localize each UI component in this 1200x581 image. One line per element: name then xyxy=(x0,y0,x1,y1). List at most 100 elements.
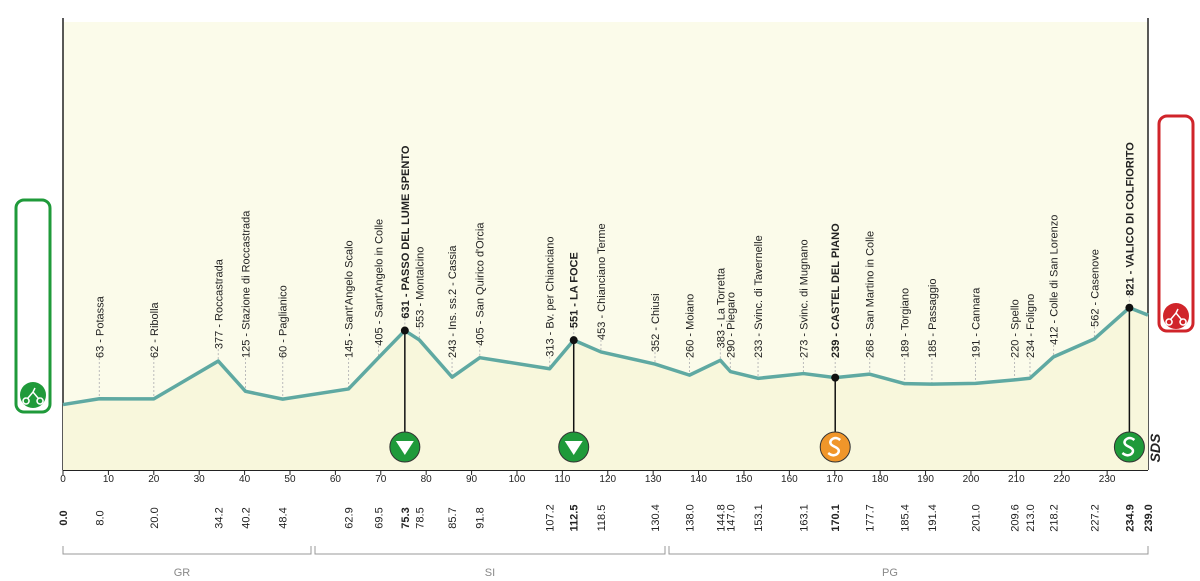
bike-icon xyxy=(1165,308,1187,326)
waypoint-label: 405 - Sant'Angelo in Colle xyxy=(374,219,386,346)
km-label: 191.4 xyxy=(927,504,939,532)
km-label: 227.2 xyxy=(1089,504,1101,532)
start-icon xyxy=(20,382,46,408)
x-tick-label: 210 xyxy=(1008,474,1025,485)
km-label: 20.0 xyxy=(149,507,161,528)
km-label: 138.0 xyxy=(684,504,696,532)
km-label: 85.7 xyxy=(447,507,459,528)
waypoint-label: 290 - Piegaro xyxy=(725,292,737,358)
x-tick-label: 40 xyxy=(239,474,251,485)
waypoint-label: 405 - San Quirico d'Orcia xyxy=(475,222,487,346)
km-label: 118.5 xyxy=(596,505,608,532)
km-label: 153.1 xyxy=(753,504,765,532)
km-label: 40.2 xyxy=(240,507,252,528)
waypoint-dot xyxy=(831,373,840,382)
km-label: 8.0 xyxy=(94,510,106,525)
x-tick-label: 200 xyxy=(963,474,980,485)
waypoint-label: 63 - Potassa xyxy=(94,295,106,358)
waypoint-label: 125 - Stazione di Roccastrada xyxy=(240,210,252,358)
start-box xyxy=(14,198,52,414)
waypoint-label: 562 - Casenove xyxy=(1089,249,1101,327)
waypoint-label: 191 - Cannara xyxy=(970,287,982,358)
waypoint-label: 220 - Spello xyxy=(1010,299,1022,358)
profile-line xyxy=(62,305,1149,407)
km-label: 69.5 xyxy=(374,507,386,528)
km-label: 239.0 xyxy=(1143,504,1155,532)
waypoint-label: 189 - Torgiano xyxy=(900,288,912,358)
x-tick-label: 50 xyxy=(284,474,296,485)
x-tick-label: 100 xyxy=(509,474,526,485)
waypoint-label: 233 - Svinc. di Tavernelle xyxy=(753,235,765,358)
waypoint-label: 62 - Ribolla xyxy=(149,301,161,358)
waypoint-label: 313 - Bv. per Chianciano xyxy=(545,236,557,356)
waypoint-label: 821 - VALICO DI COLFIORITO xyxy=(1124,142,1136,296)
waypoint-label: 260 - Moiano xyxy=(684,294,696,358)
x-tick-label: 30 xyxy=(194,474,206,485)
waypoint-label: 453 - Chianciano Terme xyxy=(596,223,608,340)
km-label: 34.2 xyxy=(213,507,225,528)
bike-icon xyxy=(22,387,44,405)
x-tick-label: 220 xyxy=(1053,474,1070,485)
waypoint-dot xyxy=(569,336,578,345)
waypoint-label: 60 - Paglianico xyxy=(278,285,290,358)
waypoint-dot xyxy=(1125,303,1134,312)
km-label: 107.2 xyxy=(545,504,557,532)
x-tick-label: 80 xyxy=(421,474,433,485)
x-tick-label: 230 xyxy=(1099,474,1116,485)
x-tick-label: 110 xyxy=(554,474,570,485)
waypoint-label: 239 - CASTEL DEL PIANO xyxy=(830,223,842,358)
km-label: 218.2 xyxy=(1049,504,1061,532)
x-tick-label: 20 xyxy=(148,474,160,485)
km-label: 234.9 xyxy=(1124,504,1136,532)
x-tick-label: 160 xyxy=(781,474,798,485)
x-tick-label: 70 xyxy=(375,474,387,485)
km-label: 147.0 xyxy=(725,504,737,532)
x-tick-label: 130 xyxy=(645,474,662,485)
x-tick-label: 170 xyxy=(826,474,843,485)
x-tick-label: 90 xyxy=(466,474,478,485)
s-icon xyxy=(827,436,841,457)
km-label: 75.3 xyxy=(400,507,412,528)
finish-box xyxy=(1157,114,1195,333)
waypoint-label: 412 - Colle di San Lorenzo xyxy=(1049,215,1061,345)
km-label: 48.4 xyxy=(278,507,290,528)
km-label: 78.5 xyxy=(414,507,426,528)
waypoint-label: 383 - La Torretta xyxy=(715,267,727,348)
km-label: 213.0 xyxy=(1025,504,1037,532)
waypoint-label: 243 - Ins. ss.2 - Cassia xyxy=(447,245,459,358)
km-label: 144.8 xyxy=(715,504,727,532)
region-label: SI xyxy=(485,567,495,579)
km-label: 170.1 xyxy=(830,504,842,532)
km-label: 91.8 xyxy=(475,507,487,528)
waypoint-dot xyxy=(400,326,409,335)
km-label: 185.4 xyxy=(900,504,912,532)
waypoint-label: 234 - Foligno xyxy=(1025,294,1037,358)
waypoint-label: 553 - Montalcino xyxy=(414,247,426,328)
region-label: PG xyxy=(882,567,898,579)
km-label: 130.4 xyxy=(650,504,662,532)
x-tick-label: 120 xyxy=(599,474,616,485)
km-label: 163.1 xyxy=(798,504,810,532)
region-label: GR xyxy=(174,567,191,579)
waypoint-label: 377 - Roccastrada xyxy=(213,258,225,349)
waypoint-label: 273 - Svinc. di Mugnano xyxy=(798,239,810,358)
region-brackets xyxy=(62,546,1149,555)
km-label: 201.0 xyxy=(970,504,982,532)
x-tick-label: 150 xyxy=(736,474,753,485)
km-label: 209.6 xyxy=(1010,504,1022,532)
waypoint-label: 185 - Passaggio xyxy=(927,279,939,359)
km-label: 177.7 xyxy=(865,504,877,532)
x-tick-label: 10 xyxy=(103,474,115,485)
km-label: 0.0 xyxy=(58,510,70,525)
waypoint-label: 268 - San Martino in Colle xyxy=(865,231,877,358)
waypoint-label: 551 - LA FOCE xyxy=(569,252,581,328)
logo: SDS xyxy=(1147,433,1163,462)
s-icon xyxy=(1121,436,1136,457)
x-tick-label: 140 xyxy=(690,474,707,485)
finish-icon xyxy=(1163,303,1189,329)
x-tick-label: 180 xyxy=(872,474,889,485)
x-tick-label: 190 xyxy=(917,474,934,485)
waypoint-label: 352 - Chiusi xyxy=(650,293,662,352)
profile-area xyxy=(63,307,1148,470)
km-label: 112.5 xyxy=(569,505,581,532)
